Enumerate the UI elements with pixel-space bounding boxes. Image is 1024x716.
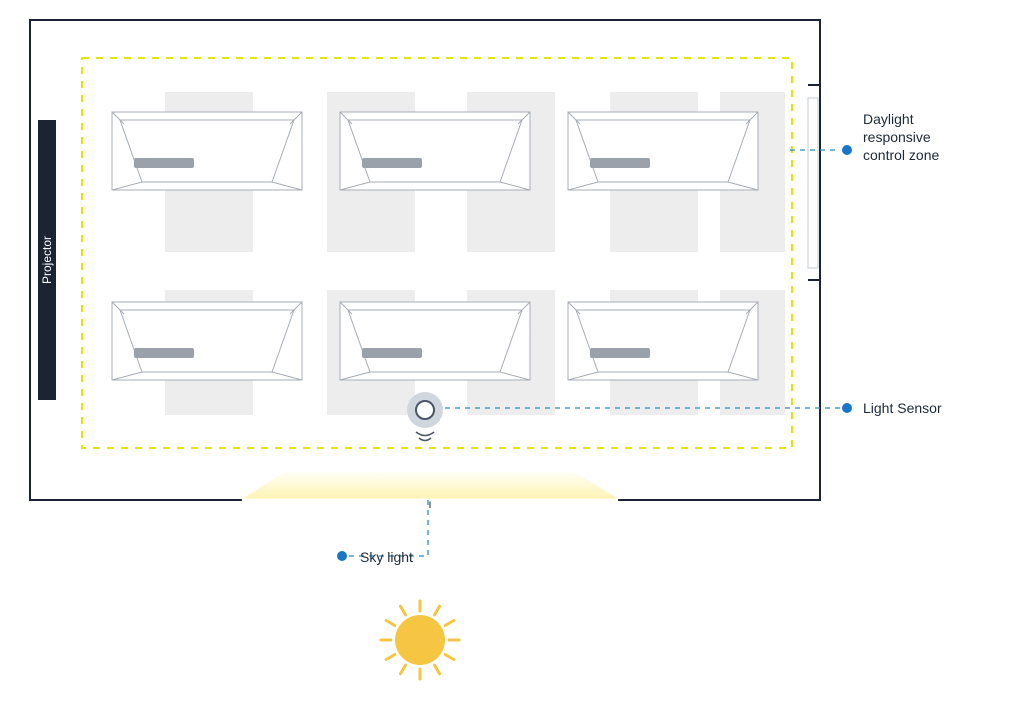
sun-ray xyxy=(445,621,454,626)
lighting-fixture xyxy=(568,302,758,380)
lighting-diagram: Projector Daylight responsive control zone L… xyxy=(0,0,1024,711)
sun-ray xyxy=(445,655,454,660)
sun-icon xyxy=(395,615,445,665)
sun-ray xyxy=(386,655,395,660)
window xyxy=(808,98,818,268)
daylight-zone-label: control zone xyxy=(863,147,939,163)
sun-ray xyxy=(386,621,395,626)
annotation-dot xyxy=(842,145,852,155)
lighting-fixture xyxy=(112,302,302,380)
sun-ray xyxy=(435,665,440,674)
light-sensor-label: Light Sensor xyxy=(863,400,942,416)
lighting-fixture xyxy=(340,302,530,380)
sun-ray xyxy=(401,606,406,615)
leader-line xyxy=(335,500,428,556)
lighting-fixture xyxy=(112,112,302,190)
lighting-fixture xyxy=(340,112,530,190)
annotation-dot xyxy=(842,403,852,413)
skylight xyxy=(240,472,620,500)
sun-ray xyxy=(401,665,406,674)
sun-ray xyxy=(435,606,440,615)
skylight-label: Sky light xyxy=(360,549,413,565)
daylight-zone-label: responsive xyxy=(863,129,931,145)
daylight-zone-label: Daylight xyxy=(863,111,914,127)
projector-label: Projector xyxy=(40,236,54,284)
annotation-dot xyxy=(337,551,347,561)
lighting-fixture xyxy=(568,112,758,190)
